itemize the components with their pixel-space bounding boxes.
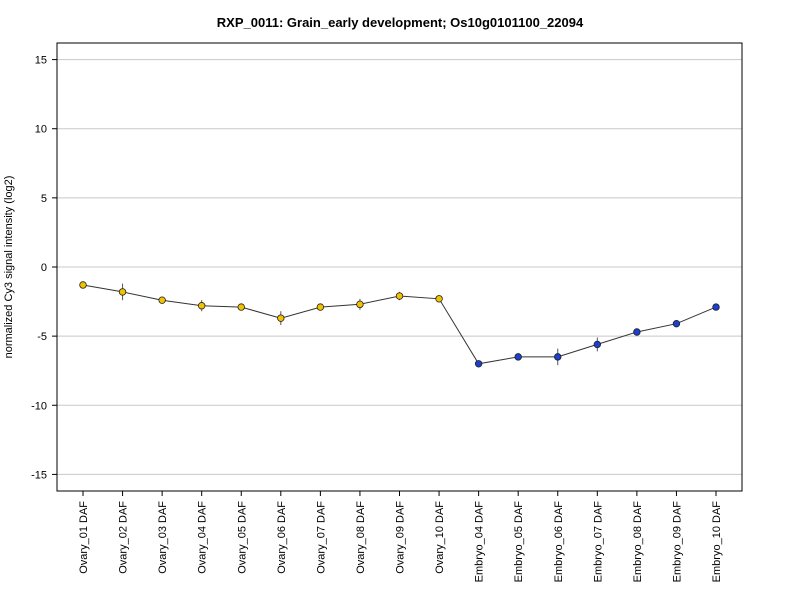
y-tick-label: 5	[41, 193, 47, 205]
y-tick-label: -15	[31, 469, 47, 481]
y-axis-title: normalized Cy3 signal intensity (log2)	[3, 176, 15, 359]
data-point	[672, 319, 681, 328]
grid-lines	[57, 59, 742, 475]
data-point	[633, 328, 641, 336]
data-point	[712, 303, 720, 311]
data-point	[514, 353, 522, 361]
data-point	[197, 302, 206, 310]
x-tick-label: Embryo_04 DAF	[474, 501, 486, 583]
x-tick-label: Embryo_05 DAF	[513, 501, 525, 583]
x-tick-label: Embryo_08 DAF	[632, 501, 644, 583]
y-tick-label: -10	[31, 400, 47, 412]
x-tick-label: Ovary_05 DAF	[236, 501, 248, 574]
data-point	[316, 303, 325, 311]
data-point	[277, 314, 285, 322]
x-tick-label: Ovary_03 DAF	[157, 501, 169, 574]
data-point	[79, 281, 87, 289]
x-tick-label: Embryo_09 DAF	[671, 501, 683, 583]
x-tick-label: Ovary_04 DAF	[197, 501, 209, 574]
y-tick-label: 10	[35, 124, 47, 136]
y-tick-label: 0	[41, 262, 47, 274]
data-points	[79, 281, 720, 368]
x-tick-label: Embryo_06 DAF	[553, 501, 565, 583]
data-point	[158, 296, 166, 304]
data-point	[593, 340, 602, 349]
x-tick-label: Ovary_06 DAF	[276, 501, 288, 574]
x-tick-label: Ovary_09 DAF	[395, 501, 407, 574]
data-point	[356, 300, 364, 309]
data-point	[474, 360, 483, 368]
x-tick-label: Embryo_10 DAF	[711, 501, 723, 583]
data-point	[395, 292, 404, 300]
y-tick-label: 15	[35, 55, 47, 67]
data-point	[118, 288, 127, 296]
data-point	[237, 303, 245, 311]
x-tick-label: Ovary_07 DAF	[315, 501, 327, 574]
y-axis: -15 -10 -5 0 5 10 15	[31, 55, 57, 481]
x-tick-label: Ovary_02 DAF	[118, 501, 130, 574]
data-point	[435, 295, 443, 303]
x-tick-label: Ovary_01 DAF	[78, 501, 90, 574]
plot-frame	[56, 42, 743, 492]
x-tick-label: Ovary_10 DAF	[434, 501, 446, 574]
x-axis: Ovary_01 DAF Ovary_02 DAF Ovary_03 DAF Ovar…	[78, 491, 723, 582]
data-point	[554, 353, 562, 361]
x-tick-label: Ovary_08 DAF	[355, 501, 367, 574]
y-tick-label: -5	[37, 331, 47, 343]
chart-title: RXP_0011: Grain_early development; Os10g…	[217, 15, 584, 30]
x-tick-label: Embryo_07 DAF	[592, 501, 604, 583]
